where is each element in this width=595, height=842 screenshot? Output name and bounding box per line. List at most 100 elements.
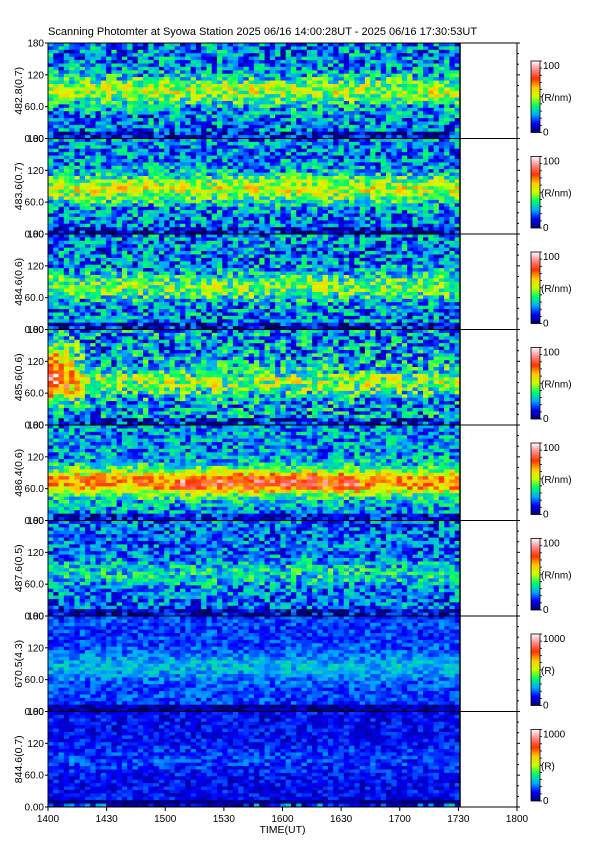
- heatmap-cell: [84, 111, 91, 116]
- heatmap-cell: [90, 179, 96, 184]
- heatmap-cell: [79, 230, 86, 235]
- heatmap-cell: [116, 70, 123, 75]
- heatmap-cell: [396, 131, 403, 136]
- heatmap-cell: [359, 189, 366, 194]
- heatmap-cell: [169, 97, 176, 102]
- heatmap-cell: [69, 240, 75, 245]
- heatmap-cell: [232, 73, 239, 78]
- heatmap-cell: [58, 70, 65, 75]
- heatmap-cell: [116, 216, 123, 221]
- heatmap-cell: [180, 87, 186, 92]
- heatmap-cell: [243, 128, 250, 133]
- heatmap-cell: [143, 196, 149, 201]
- heatmap-cell: [222, 100, 228, 105]
- heatmap-cell: [444, 210, 450, 214]
- heatmap-cell: [449, 104, 456, 109]
- heatmap-cell: [232, 169, 239, 174]
- heatmap-cell: [158, 196, 165, 201]
- heatmap-cell: [63, 223, 70, 228]
- heatmap-cell: [79, 291, 86, 296]
- heatmap-cell: [428, 121, 434, 126]
- heatmap-cell: [217, 182, 223, 187]
- heatmap-cell: [195, 60, 202, 64]
- heatmap-cell: [317, 100, 324, 105]
- heatmap-cell: [111, 274, 118, 279]
- heatmap-cell: [217, 220, 223, 225]
- heatmap-cell: [227, 46, 234, 51]
- heatmap-cell: [296, 138, 302, 143]
- heatmap-cell: [137, 285, 144, 289]
- heatmap-cell: [349, 169, 355, 174]
- heatmap-cell: [296, 43, 302, 47]
- heatmap-cell: [317, 152, 324, 156]
- heatmap-cell: [343, 107, 350, 112]
- heatmap-cell: [423, 46, 429, 51]
- heatmap-cell: [164, 43, 170, 47]
- heatmap-cell: [396, 210, 403, 214]
- heatmap-cell: [428, 131, 434, 136]
- heatmap-cell: [301, 141, 308, 146]
- heatmap-cell: [116, 100, 123, 105]
- heatmap-cell: [338, 213, 345, 218]
- heatmap-cell: [275, 73, 281, 78]
- heatmap-cell: [84, 302, 91, 307]
- heatmap-cell: [164, 189, 170, 194]
- heatmap-cell: [106, 135, 112, 139]
- heatmap-cell: [185, 118, 192, 122]
- heatmap-cell: [174, 193, 181, 197]
- heatmap-cell: [190, 158, 197, 163]
- heatmap-cell: [153, 135, 160, 139]
- heatmap-cell: [264, 189, 271, 194]
- heatmap-cell: [338, 189, 345, 194]
- heatmap-cell: [386, 179, 392, 184]
- heatmap-cell: [206, 148, 213, 153]
- heatmap-cell: [100, 189, 107, 194]
- heatmap-cell: [100, 288, 107, 293]
- heatmap-cell: [327, 111, 334, 116]
- heatmap-cell: [317, 53, 324, 58]
- heatmap-cell: [359, 87, 366, 92]
- heatmap-cell: [217, 100, 223, 105]
- heatmap-cell: [428, 77, 434, 81]
- heatmap-cell: [169, 155, 176, 160]
- heatmap-cell: [401, 213, 408, 218]
- heatmap-cell: [407, 90, 413, 95]
- heatmap-cell: [74, 271, 81, 276]
- heatmap-cell: [417, 131, 424, 136]
- heatmap-cell: [79, 124, 86, 129]
- heatmap-cell: [106, 223, 112, 228]
- heatmap-cell: [164, 124, 170, 129]
- heatmap-cell: [63, 322, 70, 327]
- heatmap-cell: [386, 210, 392, 214]
- heatmap-cell: [232, 182, 239, 187]
- heatmap-cell: [296, 223, 302, 228]
- heatmap-cell: [290, 152, 297, 156]
- heatmap-cell: [106, 315, 112, 320]
- heatmap-cell: [238, 223, 244, 228]
- heatmap-cell: [95, 288, 102, 293]
- heatmap-cell: [137, 199, 144, 204]
- heatmap-cell: [116, 148, 123, 153]
- heatmap-cell: [380, 56, 387, 61]
- heatmap-cell: [423, 83, 429, 88]
- heatmap-cell: [132, 247, 139, 252]
- heatmap-cell: [380, 73, 387, 78]
- heatmap-cell: [174, 216, 181, 221]
- heatmap-cell: [306, 176, 313, 180]
- heatmap-cell: [164, 210, 170, 214]
- heatmap-cell: [449, 118, 456, 122]
- heatmap-cell: [95, 107, 102, 112]
- heatmap-cell: [312, 83, 318, 88]
- heatmap-cell: [433, 114, 440, 119]
- heatmap-cell: [158, 172, 165, 177]
- heatmap-cell: [407, 83, 413, 88]
- heatmap-cell: [322, 206, 329, 211]
- heatmap-cell: [254, 193, 260, 197]
- heatmap-cell: [63, 158, 70, 163]
- heatmap-cell: [222, 203, 228, 208]
- heatmap-cell: [195, 111, 202, 116]
- heatmap-cell: [169, 213, 176, 218]
- heatmap-cell: [417, 206, 424, 211]
- heatmap-cell: [180, 83, 186, 88]
